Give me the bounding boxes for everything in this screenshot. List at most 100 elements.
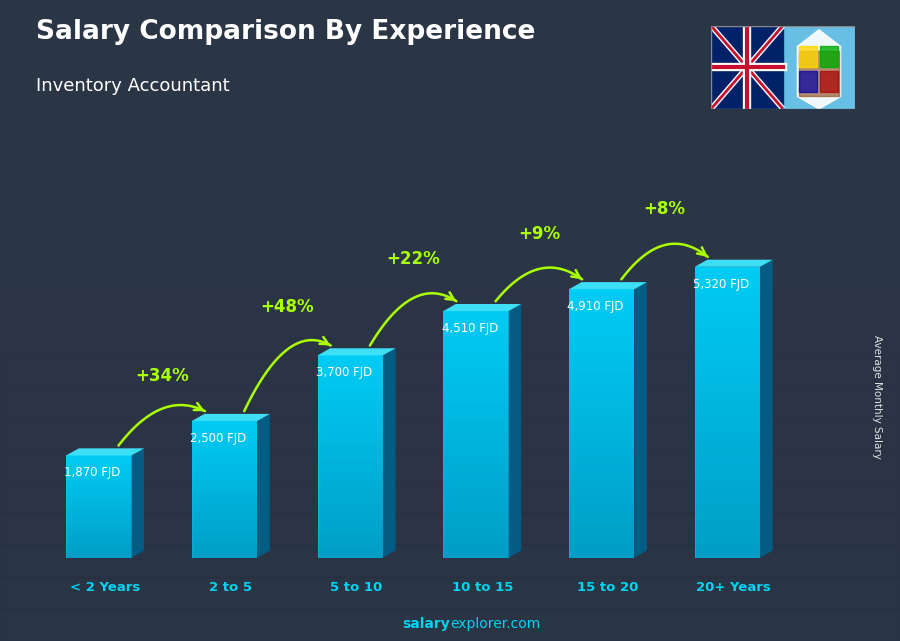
Bar <box>318 403 383 406</box>
Bar <box>0 224 900 256</box>
Bar <box>569 508 634 513</box>
Bar <box>0 545 900 577</box>
Bar <box>695 315 760 320</box>
Bar <box>67 467 131 469</box>
Bar <box>695 538 760 543</box>
Bar <box>569 316 634 320</box>
Bar <box>695 470 760 475</box>
Bar <box>67 527 131 529</box>
Bar <box>569 392 634 397</box>
Bar <box>695 543 760 548</box>
Text: +8%: +8% <box>644 199 686 217</box>
Bar <box>192 433 257 435</box>
Bar <box>569 486 634 490</box>
Bar <box>192 519 257 521</box>
Bar <box>192 474 257 476</box>
Bar <box>192 492 257 494</box>
Bar <box>444 541 508 545</box>
Bar <box>569 531 634 535</box>
Bar <box>192 448 257 451</box>
Bar <box>67 537 131 539</box>
Bar <box>318 501 383 504</box>
Bar <box>569 446 634 450</box>
Bar <box>569 549 634 553</box>
Bar <box>318 450 383 453</box>
Bar <box>0 96 900 128</box>
Bar <box>444 438 508 442</box>
Bar <box>695 369 760 374</box>
Bar <box>444 418 508 422</box>
Bar <box>67 508 131 510</box>
Bar <box>318 372 383 376</box>
Bar <box>695 509 760 514</box>
Bar <box>569 303 634 307</box>
Bar <box>67 556 131 558</box>
Bar <box>0 385 900 417</box>
Bar <box>192 485 257 487</box>
Bar <box>444 525 508 529</box>
Text: Inventory Accountant: Inventory Accountant <box>36 77 230 95</box>
Bar <box>192 478 257 480</box>
Bar <box>67 553 131 554</box>
Bar <box>444 447 508 451</box>
Bar <box>318 537 383 541</box>
Bar <box>444 484 508 488</box>
Bar <box>192 455 257 458</box>
Bar <box>569 298 634 303</box>
Bar <box>318 399 383 403</box>
Bar <box>444 389 508 394</box>
Bar <box>318 389 383 392</box>
Bar <box>695 335 760 340</box>
Bar <box>444 512 508 517</box>
Bar <box>67 513 131 515</box>
Bar <box>569 540 634 544</box>
Bar <box>569 320 634 325</box>
Bar <box>444 549 508 554</box>
Bar <box>695 417 760 422</box>
Bar <box>67 498 131 500</box>
Bar <box>444 496 508 500</box>
Bar <box>569 481 634 486</box>
Bar <box>192 439 257 442</box>
Bar <box>569 490 634 495</box>
Bar <box>444 492 508 496</box>
Bar <box>569 553 634 558</box>
Bar <box>192 437 257 439</box>
Bar <box>318 510 383 514</box>
Bar <box>318 426 383 429</box>
Bar <box>569 401 634 406</box>
Bar <box>444 414 508 418</box>
Bar <box>192 487 257 489</box>
Bar <box>192 524 257 526</box>
Bar <box>0 513 900 545</box>
Bar <box>318 369 383 372</box>
Bar <box>67 457 131 459</box>
Bar <box>695 475 760 480</box>
Bar <box>569 459 634 463</box>
Bar <box>67 490 131 491</box>
Bar <box>67 515 131 517</box>
Bar <box>67 549 131 551</box>
Text: +48%: +48% <box>261 298 314 316</box>
Bar <box>318 379 383 382</box>
Bar <box>444 504 508 508</box>
Bar <box>569 343 634 347</box>
Bar <box>0 417 900 449</box>
Bar <box>695 281 760 286</box>
Bar <box>192 530 257 533</box>
Bar <box>569 535 634 540</box>
Bar <box>192 444 257 446</box>
Polygon shape <box>508 304 521 558</box>
Text: 5,320 FJD: 5,320 FJD <box>693 278 750 291</box>
Bar <box>67 465 131 467</box>
Bar <box>318 410 383 413</box>
Bar <box>695 363 760 369</box>
Bar <box>0 160 900 192</box>
Bar <box>192 494 257 496</box>
Bar <box>318 413 383 416</box>
Bar <box>695 422 760 427</box>
Bar <box>67 505 131 506</box>
Bar <box>318 419 383 423</box>
Bar <box>444 369 508 372</box>
Bar <box>444 520 508 525</box>
